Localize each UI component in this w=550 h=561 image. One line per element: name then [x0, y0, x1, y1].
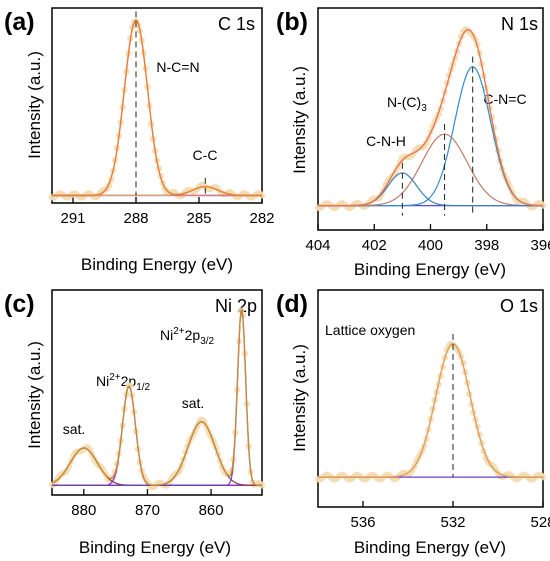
x-tick-label: 291	[60, 210, 85, 227]
x-tick-label: 404	[305, 237, 330, 254]
x-tick-label: 532	[440, 514, 465, 531]
annotation-subscript: 1/2	[136, 382, 150, 393]
x-tick-label: 398	[474, 237, 499, 254]
y-axis-label: Intensity (a.u.)	[290, 66, 309, 174]
x-axis-label: Binding Energy (eV)	[354, 538, 506, 557]
panel-c: (c) Ni 2p Binding Energy (eV) Intensity …	[4, 289, 266, 557]
x-axis-label: Binding Energy (eV)	[81, 255, 233, 274]
x-tick-label: 282	[249, 210, 274, 227]
x-tick-label: 288	[123, 210, 148, 227]
x-tick-label: 285	[186, 210, 211, 227]
fit-envelope	[318, 28, 543, 207]
x-tick-label: 880	[71, 502, 96, 519]
plot-frame	[317, 289, 544, 508]
x-tick-label: 400	[418, 237, 443, 254]
plot-frame	[51, 289, 263, 496]
plot-area: 291 288 285 282	[48, 11, 275, 227]
x-tick-label: 402	[362, 237, 387, 254]
x-axis-label: Binding Energy (eV)	[79, 538, 231, 557]
peak-annotation-ni-2p32: Ni2+2p3/2	[160, 326, 215, 347]
x-tick-label: 536	[350, 514, 375, 531]
peak-annotation-lattice-oxygen: Lattice oxygen	[325, 322, 415, 338]
fit-envelope	[318, 343, 543, 478]
annotation-superscript: 2+	[109, 372, 121, 383]
peak-annotation-cnc: C-N=C	[483, 91, 526, 107]
peak-annotation-cnh: C-N-H	[366, 133, 406, 149]
annotation-subscript: 3/2	[200, 336, 214, 347]
annotation-text: Ni	[160, 327, 173, 343]
data-points	[48, 18, 266, 201]
annotation-text: Ni	[96, 373, 109, 389]
peak-annotation-ni-2p12: Ni2+2p1/2	[96, 372, 151, 393]
data-points	[314, 340, 547, 483]
annotation-superscript: 2+	[173, 326, 185, 337]
peak-annotation-cc: C-C	[193, 147, 218, 163]
fit-envelope	[52, 19, 262, 197]
y-axis-label: Intensity (a.u.)	[290, 344, 309, 452]
panel-title: C 1s	[218, 14, 255, 34]
annotation-mid: 2p	[185, 327, 201, 343]
annotation-text: N-(C)	[387, 94, 421, 110]
plot-area: 404 402 400 398 396	[305, 26, 550, 254]
annotation-subscript: 3	[421, 103, 427, 114]
peak-annotation-sat-left: sat.	[63, 421, 86, 437]
panel-title: Ni 2p	[215, 296, 257, 316]
y-axis-label: Intensity (a.u.)	[25, 51, 44, 159]
data-point	[460, 28, 467, 35]
panel-a: (a) C 1s Binding Energy (eV) Intensity (…	[4, 7, 275, 274]
peak-annotation-sat-right: sat.	[182, 395, 205, 411]
plot-frame	[51, 7, 263, 204]
x-tick-label: 528	[530, 514, 550, 531]
x-tick-label: 860	[199, 502, 224, 519]
x-axis-label: Binding Energy (eV)	[354, 260, 506, 279]
panel-label: (d)	[276, 290, 308, 318]
x-tick-label: 870	[135, 502, 160, 519]
panel-label: (a)	[4, 8, 35, 36]
x-tick-label: 396	[530, 237, 550, 254]
y-axis-label: Intensity (a.u.)	[25, 341, 44, 449]
peak-component	[318, 133, 543, 207]
peak-annotation-nc3: N-(C)3	[387, 94, 427, 114]
panel-label: (c)	[4, 290, 35, 318]
panel-label: (b)	[276, 8, 308, 36]
data-points	[314, 26, 547, 212]
plot-area: 536 532 528	[314, 333, 550, 531]
peak-annotation-ncn: N-C=N	[156, 59, 199, 75]
plot-area: 880 870 860	[48, 307, 266, 519]
panel-b: (b) N 1s Binding Energy (eV) Intensity (…	[276, 7, 550, 279]
panel-title: O 1s	[500, 296, 538, 316]
panel-title: N 1s	[501, 14, 538, 34]
fit-envelope	[51, 307, 262, 487]
panel-d: (d) O 1s Binding Energy (eV) Intensity (…	[276, 289, 550, 557]
